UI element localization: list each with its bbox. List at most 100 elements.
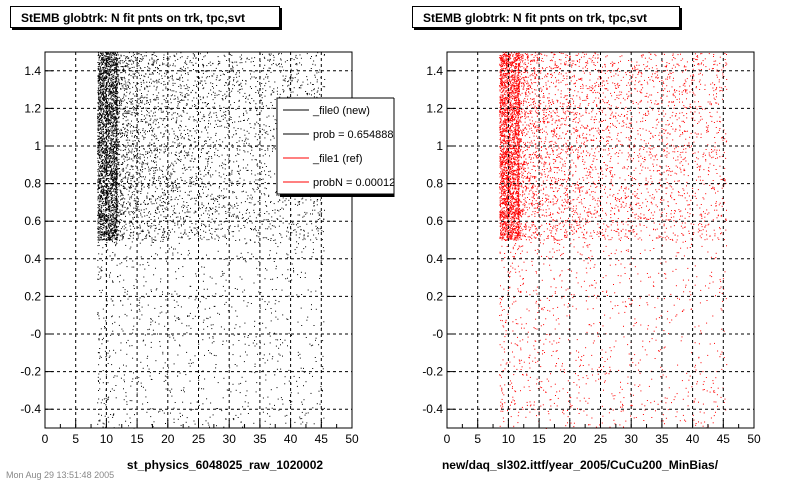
data-point	[192, 128, 194, 129]
data-point	[109, 164, 111, 166]
data-point	[110, 70, 112, 72]
data-point	[111, 53, 113, 55]
data-point	[107, 130, 109, 132]
data-point	[156, 86, 158, 88]
data-point	[108, 181, 110, 183]
data-point	[218, 194, 220, 196]
data-point	[205, 105, 207, 107]
data-point	[241, 85, 243, 87]
data-point	[110, 125, 112, 127]
data-point	[210, 144, 212, 146]
data-point	[103, 72, 105, 74]
data-point	[98, 204, 100, 206]
data-point	[132, 60, 134, 62]
data-point	[174, 224, 176, 226]
data-point	[107, 201, 109, 203]
data-point	[107, 88, 109, 90]
data-point	[151, 152, 153, 154]
data-point	[234, 61, 236, 63]
data-point	[223, 106, 225, 108]
data-point	[103, 163, 105, 165]
data-point	[105, 93, 107, 95]
data-point	[98, 118, 100, 120]
data-point	[123, 158, 125, 160]
data-point	[218, 172, 220, 174]
data-point	[303, 229, 305, 231]
data-point	[161, 103, 163, 105]
data-point	[102, 164, 103, 166]
data-point	[112, 173, 114, 175]
data-point	[110, 77, 112, 79]
data-point	[151, 126, 153, 128]
data-point	[154, 55, 156, 56]
data-point	[105, 183, 107, 185]
data-point	[103, 123, 105, 125]
data-point	[132, 174, 134, 176]
data-point	[179, 79, 181, 81]
data-point	[99, 100, 100, 102]
data-point	[102, 177, 104, 179]
data-point	[273, 59, 275, 61]
data-point	[230, 68, 232, 70]
data-point	[215, 114, 217, 116]
data-point	[163, 84, 165, 86]
data-point	[229, 181, 231, 183]
data-point	[108, 215, 110, 217]
data-point	[98, 184, 100, 186]
data-point	[191, 197, 193, 199]
data-point	[134, 200, 136, 202]
data-point	[97, 239, 99, 241]
data-point	[248, 132, 250, 134]
data-point	[104, 87, 106, 88]
data-point	[111, 55, 113, 56]
data-point	[140, 182, 142, 184]
data-point	[99, 156, 100, 158]
data-point	[108, 62, 109, 64]
data-point	[316, 200, 318, 202]
data-point	[289, 236, 291, 238]
data-point	[105, 56, 107, 58]
data-point	[149, 151, 150, 153]
data-point	[102, 189, 104, 191]
data-point	[127, 201, 129, 203]
data-point	[107, 139, 109, 141]
data-point	[134, 114, 136, 116]
data-point	[117, 205, 119, 207]
data-point	[104, 66, 106, 68]
data-point	[111, 188, 113, 189]
data-point	[165, 236, 167, 238]
data-point	[99, 175, 101, 177]
data-point	[196, 111, 198, 112]
data-point	[110, 117, 112, 119]
data-point	[102, 59, 104, 60]
data-point	[97, 212, 99, 214]
data-point	[98, 174, 100, 176]
data-point	[102, 98, 104, 100]
data-point	[105, 68, 107, 70]
data-point	[100, 71, 102, 73]
data-point	[115, 82, 117, 84]
data-point	[137, 114, 139, 116]
data-point	[205, 158, 207, 160]
data-point	[111, 58, 113, 60]
data-point	[108, 207, 110, 209]
data-point	[119, 235, 121, 237]
data-point	[116, 221, 118, 223]
data-point	[116, 229, 118, 231]
data-point	[118, 164, 120, 166]
data-point	[112, 229, 114, 231]
data-point	[114, 142, 116, 144]
data-point	[112, 195, 113, 197]
data-point	[106, 165, 108, 166]
data-point	[104, 192, 106, 194]
data-point	[228, 110, 230, 112]
data-point	[269, 86, 271, 88]
data-point	[184, 205, 186, 207]
data-point	[194, 234, 196, 236]
data-point	[110, 239, 112, 241]
data-point	[180, 134, 182, 136]
data-point	[179, 129, 181, 131]
data-point	[110, 237, 111, 239]
data-point	[164, 181, 165, 183]
data-point	[131, 150, 133, 152]
